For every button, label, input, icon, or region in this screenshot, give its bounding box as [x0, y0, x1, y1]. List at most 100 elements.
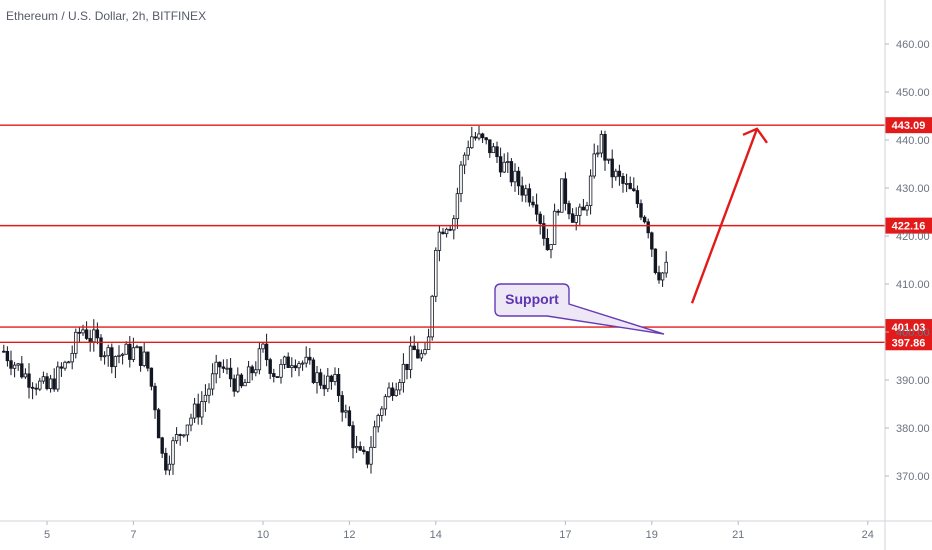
candle-body: [63, 361, 67, 369]
candle-body: [480, 133, 485, 139]
candle-body: [156, 409, 161, 439]
candle-body: [207, 388, 211, 396]
candle-body: [441, 231, 445, 235]
candle-body: [596, 152, 600, 155]
x-tick-label: 17: [559, 529, 571, 541]
candle-body: [88, 338, 92, 343]
candle-body: [405, 363, 409, 370]
candle-body: [110, 347, 114, 368]
candle-body: [218, 361, 222, 368]
candle-body: [473, 136, 478, 139]
candle-body: [466, 147, 470, 156]
candle-body: [254, 369, 258, 374]
candle-body: [171, 440, 175, 465]
candle-body: [272, 373, 276, 377]
candle-body: [329, 375, 334, 382]
projection-arrow-head: [742, 127, 768, 144]
candle-body: [524, 188, 528, 196]
candle-body: [164, 452, 168, 471]
candle-body: [444, 228, 449, 235]
candle-body: [516, 170, 521, 187]
candle-body: [538, 213, 542, 224]
candle-body: [56, 366, 60, 390]
candle-body: [167, 463, 172, 471]
candle-body: [336, 374, 341, 396]
candle-body: [27, 373, 31, 388]
candle-body: [578, 206, 582, 216]
candle-body: [293, 365, 298, 369]
candle-body: [117, 354, 121, 357]
x-tick-label: 19: [646, 529, 658, 541]
annotations: Support: [494, 127, 768, 335]
candle-body: [311, 359, 316, 383]
plot-area[interactable]: [2, 125, 668, 476]
candle-body: [650, 232, 654, 250]
candle-body: [455, 193, 460, 220]
candle-body: [236, 374, 240, 392]
y-tick-label: 370.00: [896, 471, 930, 483]
candle-body: [365, 451, 370, 465]
candle-body: [41, 376, 46, 382]
level-price-label: 443.09: [892, 120, 926, 132]
y-tick-label: 450.00: [896, 87, 930, 99]
candle-body: [488, 139, 492, 154]
candle-body: [599, 133, 604, 154]
candle-body: [297, 363, 301, 369]
candle-body: [200, 401, 204, 418]
candle-body: [448, 228, 452, 231]
candle-body: [416, 349, 420, 359]
candle-body: [95, 329, 100, 339]
candle-body: [250, 366, 254, 374]
candle-body: [484, 137, 488, 141]
candle-body: [12, 364, 17, 369]
candle-body: [459, 164, 463, 195]
candle-body: [5, 351, 10, 362]
candle-body: [563, 178, 568, 204]
candle-body: [34, 387, 38, 390]
candle-body: [286, 356, 290, 368]
candle-body: [228, 367, 233, 380]
candle-body: [16, 363, 20, 366]
candle-body: [196, 403, 200, 418]
candle-body: [588, 175, 593, 206]
candle-body: [545, 238, 550, 251]
candle-body: [617, 170, 622, 177]
candle-body: [279, 363, 283, 378]
candle-body: [146, 351, 150, 369]
candle-body: [77, 331, 82, 334]
candle-body: [318, 372, 323, 386]
y-tick-label: 410.00: [896, 279, 930, 291]
candle-body: [138, 346, 143, 366]
candle-body: [632, 188, 636, 191]
candle-body: [401, 363, 406, 383]
projection-arrow-line: [690, 128, 759, 304]
x-tick-label: 7: [130, 529, 136, 541]
candle-body: [48, 378, 53, 389]
candle-body: [102, 355, 107, 358]
candle-body: [315, 372, 319, 383]
candle-body: [149, 367, 154, 387]
candle-body: [477, 133, 481, 139]
candle-body: [81, 329, 85, 334]
candle-body: [52, 378, 56, 390]
candle-body: [275, 376, 280, 378]
candle-body: [333, 374, 337, 382]
candle-body: [470, 136, 474, 149]
candle-body: [20, 363, 24, 378]
candle-body: [430, 295, 434, 338]
candle-body: [142, 351, 146, 366]
candle-body: [70, 352, 74, 363]
candle-body: [581, 206, 586, 211]
candle-body: [66, 361, 71, 364]
level-price-label: 397.86: [892, 337, 926, 349]
candle-body: [509, 161, 514, 183]
candle-body: [192, 403, 197, 419]
candle-body: [614, 170, 618, 178]
x-tick-label: 24: [862, 529, 874, 541]
candle-body: [326, 375, 330, 390]
candle-body: [434, 249, 438, 297]
candle-body: [268, 359, 272, 374]
candle-body: [23, 373, 28, 378]
level-price-tag: [885, 319, 932, 336]
